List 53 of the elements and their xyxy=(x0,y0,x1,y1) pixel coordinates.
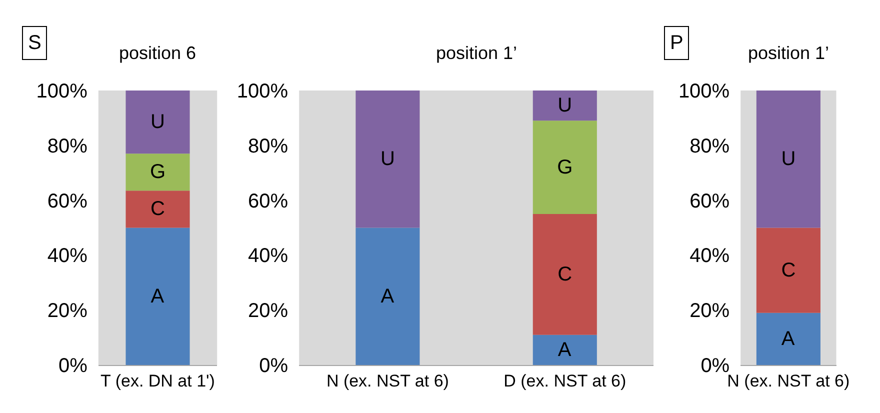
series-label: A xyxy=(781,328,796,350)
y-tick-label: 20% xyxy=(690,300,730,322)
bar xyxy=(356,228,420,366)
series-label: C xyxy=(558,263,572,286)
bar xyxy=(532,90,597,121)
y-tick-label: 0% xyxy=(700,355,730,378)
y-tick-label: 60% xyxy=(690,190,730,212)
y-tick-label: 0% xyxy=(259,355,288,378)
y-tick-label: 100% xyxy=(36,80,88,102)
bar xyxy=(356,90,420,228)
series-label: A xyxy=(150,285,165,308)
y-tick-label: 80% xyxy=(248,135,288,158)
y-tick-label: 20% xyxy=(47,300,88,322)
bar xyxy=(532,334,597,366)
y-tick-label: 60% xyxy=(248,190,288,212)
y-tick-label: 0% xyxy=(58,355,88,378)
x-tick-label: D (ex. NST at 6) xyxy=(504,371,626,390)
bar xyxy=(126,154,190,191)
x-tick-label: N (ex. NST at 6) xyxy=(727,371,850,390)
text: S xyxy=(28,32,42,54)
chart-title: position 1’ xyxy=(436,43,518,63)
bar xyxy=(126,228,190,366)
series-label: U xyxy=(558,94,572,117)
bar xyxy=(756,90,820,228)
text: U xyxy=(380,148,395,170)
y-tick-label: 100% xyxy=(678,80,730,102)
x-tick-label: N (ex. NST at 6) xyxy=(326,371,449,390)
bar xyxy=(756,228,820,313)
bar xyxy=(532,214,597,335)
series-label: G xyxy=(557,156,573,178)
bar xyxy=(532,120,597,214)
series-label: U xyxy=(781,148,796,170)
y-tick-label: 100% xyxy=(236,80,288,102)
y-tick-label: 20% xyxy=(248,300,288,322)
bar xyxy=(126,190,190,228)
y-tick-label: 60% xyxy=(47,190,88,212)
series-label: U xyxy=(150,111,165,134)
y-tick-label: 40% xyxy=(248,245,288,268)
y-tick-label: 40% xyxy=(690,245,730,268)
series-label: A xyxy=(558,338,572,361)
series-label: C xyxy=(150,198,165,220)
chart-title: position 6 xyxy=(119,43,196,63)
y-tick-label: 80% xyxy=(690,135,730,158)
series-label: C xyxy=(781,259,796,282)
x-tick-label: T (ex. DN at 1') xyxy=(100,371,215,390)
text: P xyxy=(670,32,684,54)
bar xyxy=(126,90,190,154)
y-tick-label: 40% xyxy=(47,245,88,268)
bar xyxy=(756,312,820,366)
text: A xyxy=(380,285,394,308)
y-tick-label: 80% xyxy=(47,135,88,158)
series-label: G xyxy=(150,161,166,184)
chart-title: position 1’ xyxy=(748,43,830,63)
